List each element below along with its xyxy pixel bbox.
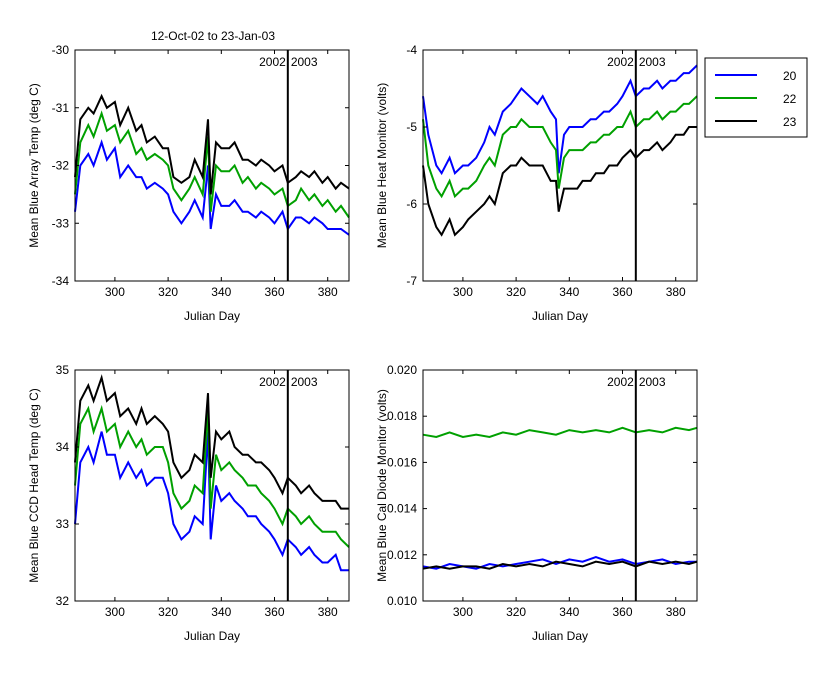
y-axis-label: Mean Blue Array Temp (deg C) — [27, 83, 41, 248]
y-tick-label: -5 — [406, 120, 417, 134]
x-tick-label: 360 — [264, 285, 284, 299]
series-line-22 — [74, 110, 350, 219]
x-tick-label: 380 — [666, 285, 686, 299]
y-tick-label: 0.014 — [387, 502, 417, 516]
x-tick-label: 300 — [453, 605, 473, 619]
x-tick-label: 340 — [211, 605, 231, 619]
x-tick-label: 360 — [612, 605, 632, 619]
year-marker-label: 2002 — [607, 375, 634, 389]
y-tick-label: 0.018 — [387, 409, 417, 423]
x-axis-label: Julian Day — [532, 629, 588, 643]
series-line-22 — [422, 95, 698, 199]
axes-frame — [422, 369, 698, 602]
series-line-22 — [422, 426, 698, 439]
x-tick-label: 380 — [318, 605, 338, 619]
x-tick-label: 340 — [559, 605, 579, 619]
series-line-20 — [74, 431, 349, 572]
y-tick-label: 0.010 — [387, 594, 417, 608]
y-tick-label: -7 — [406, 274, 417, 288]
x-tick-label: 360 — [612, 285, 632, 299]
y-tick-label: -6 — [406, 197, 417, 211]
legend-label-20: 20 — [783, 69, 797, 83]
x-tick-label: 320 — [506, 285, 526, 299]
y-tick-label: 34 — [56, 440, 70, 454]
x-tick-label: 320 — [506, 605, 526, 619]
chart-title: 12-Oct-02 to 23-Jan-03 — [151, 29, 275, 43]
y-tick-label: -33 — [52, 216, 70, 230]
x-axis-label: Julian Day — [184, 309, 240, 323]
series-line-23 — [422, 126, 697, 237]
axes-frame — [422, 49, 698, 282]
y-tick-label: -4 — [406, 43, 417, 57]
panel-4: 2002 2003 300 320 340 360 380 0.010 0.012 0.014 0.… — [375, 363, 698, 643]
year-marker-label: 2002 — [259, 375, 286, 389]
legend-label-23: 23 — [783, 115, 797, 129]
series-line-20 — [422, 556, 697, 570]
x-tick-label: 360 — [264, 605, 284, 619]
year-marker-label: 2003 — [291, 55, 318, 69]
y-tick-label: 0.016 — [387, 455, 417, 469]
x-tick-label: 300 — [453, 285, 473, 299]
series-line-20 — [74, 139, 350, 236]
legend-label-22: 22 — [783, 92, 797, 106]
y-tick-label: 0.012 — [387, 548, 417, 562]
series-line-23 — [74, 93, 350, 195]
y-axis-label: Mean Blue CCD Head Temp (deg C) — [27, 388, 41, 583]
y-tick-label: 0.020 — [387, 363, 417, 377]
year-marker-label: 2003 — [291, 375, 318, 389]
y-tick-label: -34 — [52, 274, 70, 288]
y-tick-label: -32 — [52, 159, 70, 173]
series-line-23 — [74, 374, 349, 510]
series-line-23 — [422, 560, 698, 570]
y-axis-label: Mean Blue Cal Diode Monitor (volts) — [375, 389, 389, 582]
panel-3: 2002 2003 300 320 340 360 380 32 33 34 35 Julian Da… — [27, 363, 350, 643]
x-tick-label: 340 — [211, 285, 231, 299]
legend: 20 22 23 — [704, 57, 808, 138]
y-tick-label: -30 — [52, 43, 70, 57]
year-marker-label: 2002 — [607, 55, 634, 69]
y-tick-label: -31 — [52, 101, 70, 115]
plot-area — [75, 50, 349, 281]
y-tick-label: 32 — [56, 594, 70, 608]
year-marker-label: 2002 — [259, 55, 286, 69]
year-marker-label: 2003 — [639, 375, 666, 389]
axes-frame — [74, 369, 350, 602]
year-marker-label: 2003 — [639, 55, 666, 69]
series-line-22 — [74, 404, 350, 548]
panel-2: 2002 2003 300 320 340 360 380 -7 -6 -5 -4 Julian Da… — [375, 43, 698, 323]
x-tick-label: 320 — [158, 605, 178, 619]
y-tick-label: 33 — [56, 517, 70, 531]
panels: 2002 2003 300 320 340 360 380 -34 -33 -32 -31 -30 Ju… — [27, 43, 698, 643]
x-axis-label: Julian Day — [184, 629, 240, 643]
x-tick-label: 320 — [158, 285, 178, 299]
y-tick-label: 35 — [56, 363, 70, 377]
x-tick-label: 380 — [666, 605, 686, 619]
x-tick-label: 340 — [559, 285, 579, 299]
x-axis-label: Julian Day — [532, 309, 588, 323]
x-tick-label: 300 — [105, 605, 125, 619]
panel-1: 2002 2003 300 320 340 360 380 -34 -33 -32 -31 -30 Ju… — [27, 43, 350, 323]
y-axis-label: Mean Blue Heat Monitor (volts) — [375, 83, 389, 248]
series-line-20 — [422, 64, 698, 176]
x-tick-label: 300 — [105, 285, 125, 299]
x-tick-label: 380 — [318, 285, 338, 299]
